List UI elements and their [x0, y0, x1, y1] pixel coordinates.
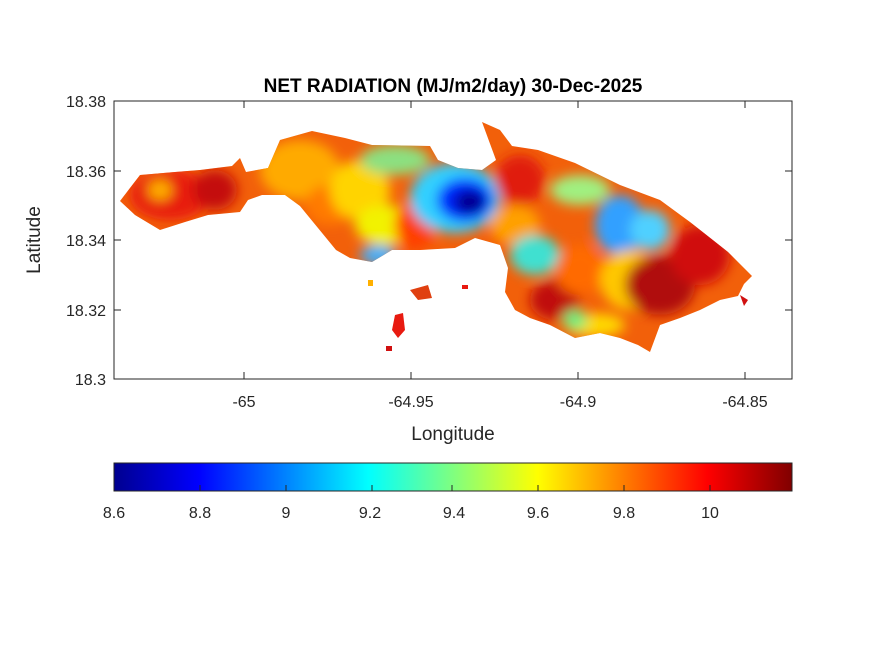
x-tick-label: -64.85 [722, 394, 767, 411]
islet-1 [392, 313, 405, 338]
x-axis [243, 101, 746, 379]
y-tick-label: 18.34 [66, 233, 106, 250]
colorbar-tick-label: 9.6 [527, 505, 549, 522]
y-axis [114, 100, 792, 380]
islet-5 [462, 285, 468, 289]
y-tick-label: 18.32 [66, 303, 106, 320]
colorbar-tick-label: 8.8 [189, 505, 211, 522]
colorbar-tick-label: 9.4 [443, 505, 465, 522]
colorbar-tick-label: 9.2 [359, 505, 381, 522]
islet-2 [410, 285, 432, 300]
y-tick-label: 18.3 [75, 372, 106, 389]
y-tick-label: 18.36 [66, 164, 106, 181]
islet-4 [386, 346, 392, 351]
colorbar-tick-label: 8.6 [103, 505, 125, 522]
y-tick-label: 18.38 [66, 94, 106, 111]
y-axis-label: Latitude [24, 206, 45, 274]
x-axis-label: Longitude [411, 424, 494, 445]
islet-6 [368, 280, 373, 286]
colorbar-tick-label: 9 [282, 505, 291, 522]
chart-title: NET RADIATION (MJ/m2/day) 30-Dec-2025 [264, 76, 643, 97]
colorbar [113, 462, 793, 492]
colorbar-ticks [113, 485, 711, 491]
x-tick-label: -65 [232, 394, 255, 411]
x-tick-label: -64.95 [388, 394, 433, 411]
colorbar-tick-label: 9.8 [613, 505, 635, 522]
colorbar-tick-label: 10 [701, 505, 719, 522]
x-tick-label: -64.9 [560, 394, 597, 411]
islet-3 [740, 295, 748, 306]
